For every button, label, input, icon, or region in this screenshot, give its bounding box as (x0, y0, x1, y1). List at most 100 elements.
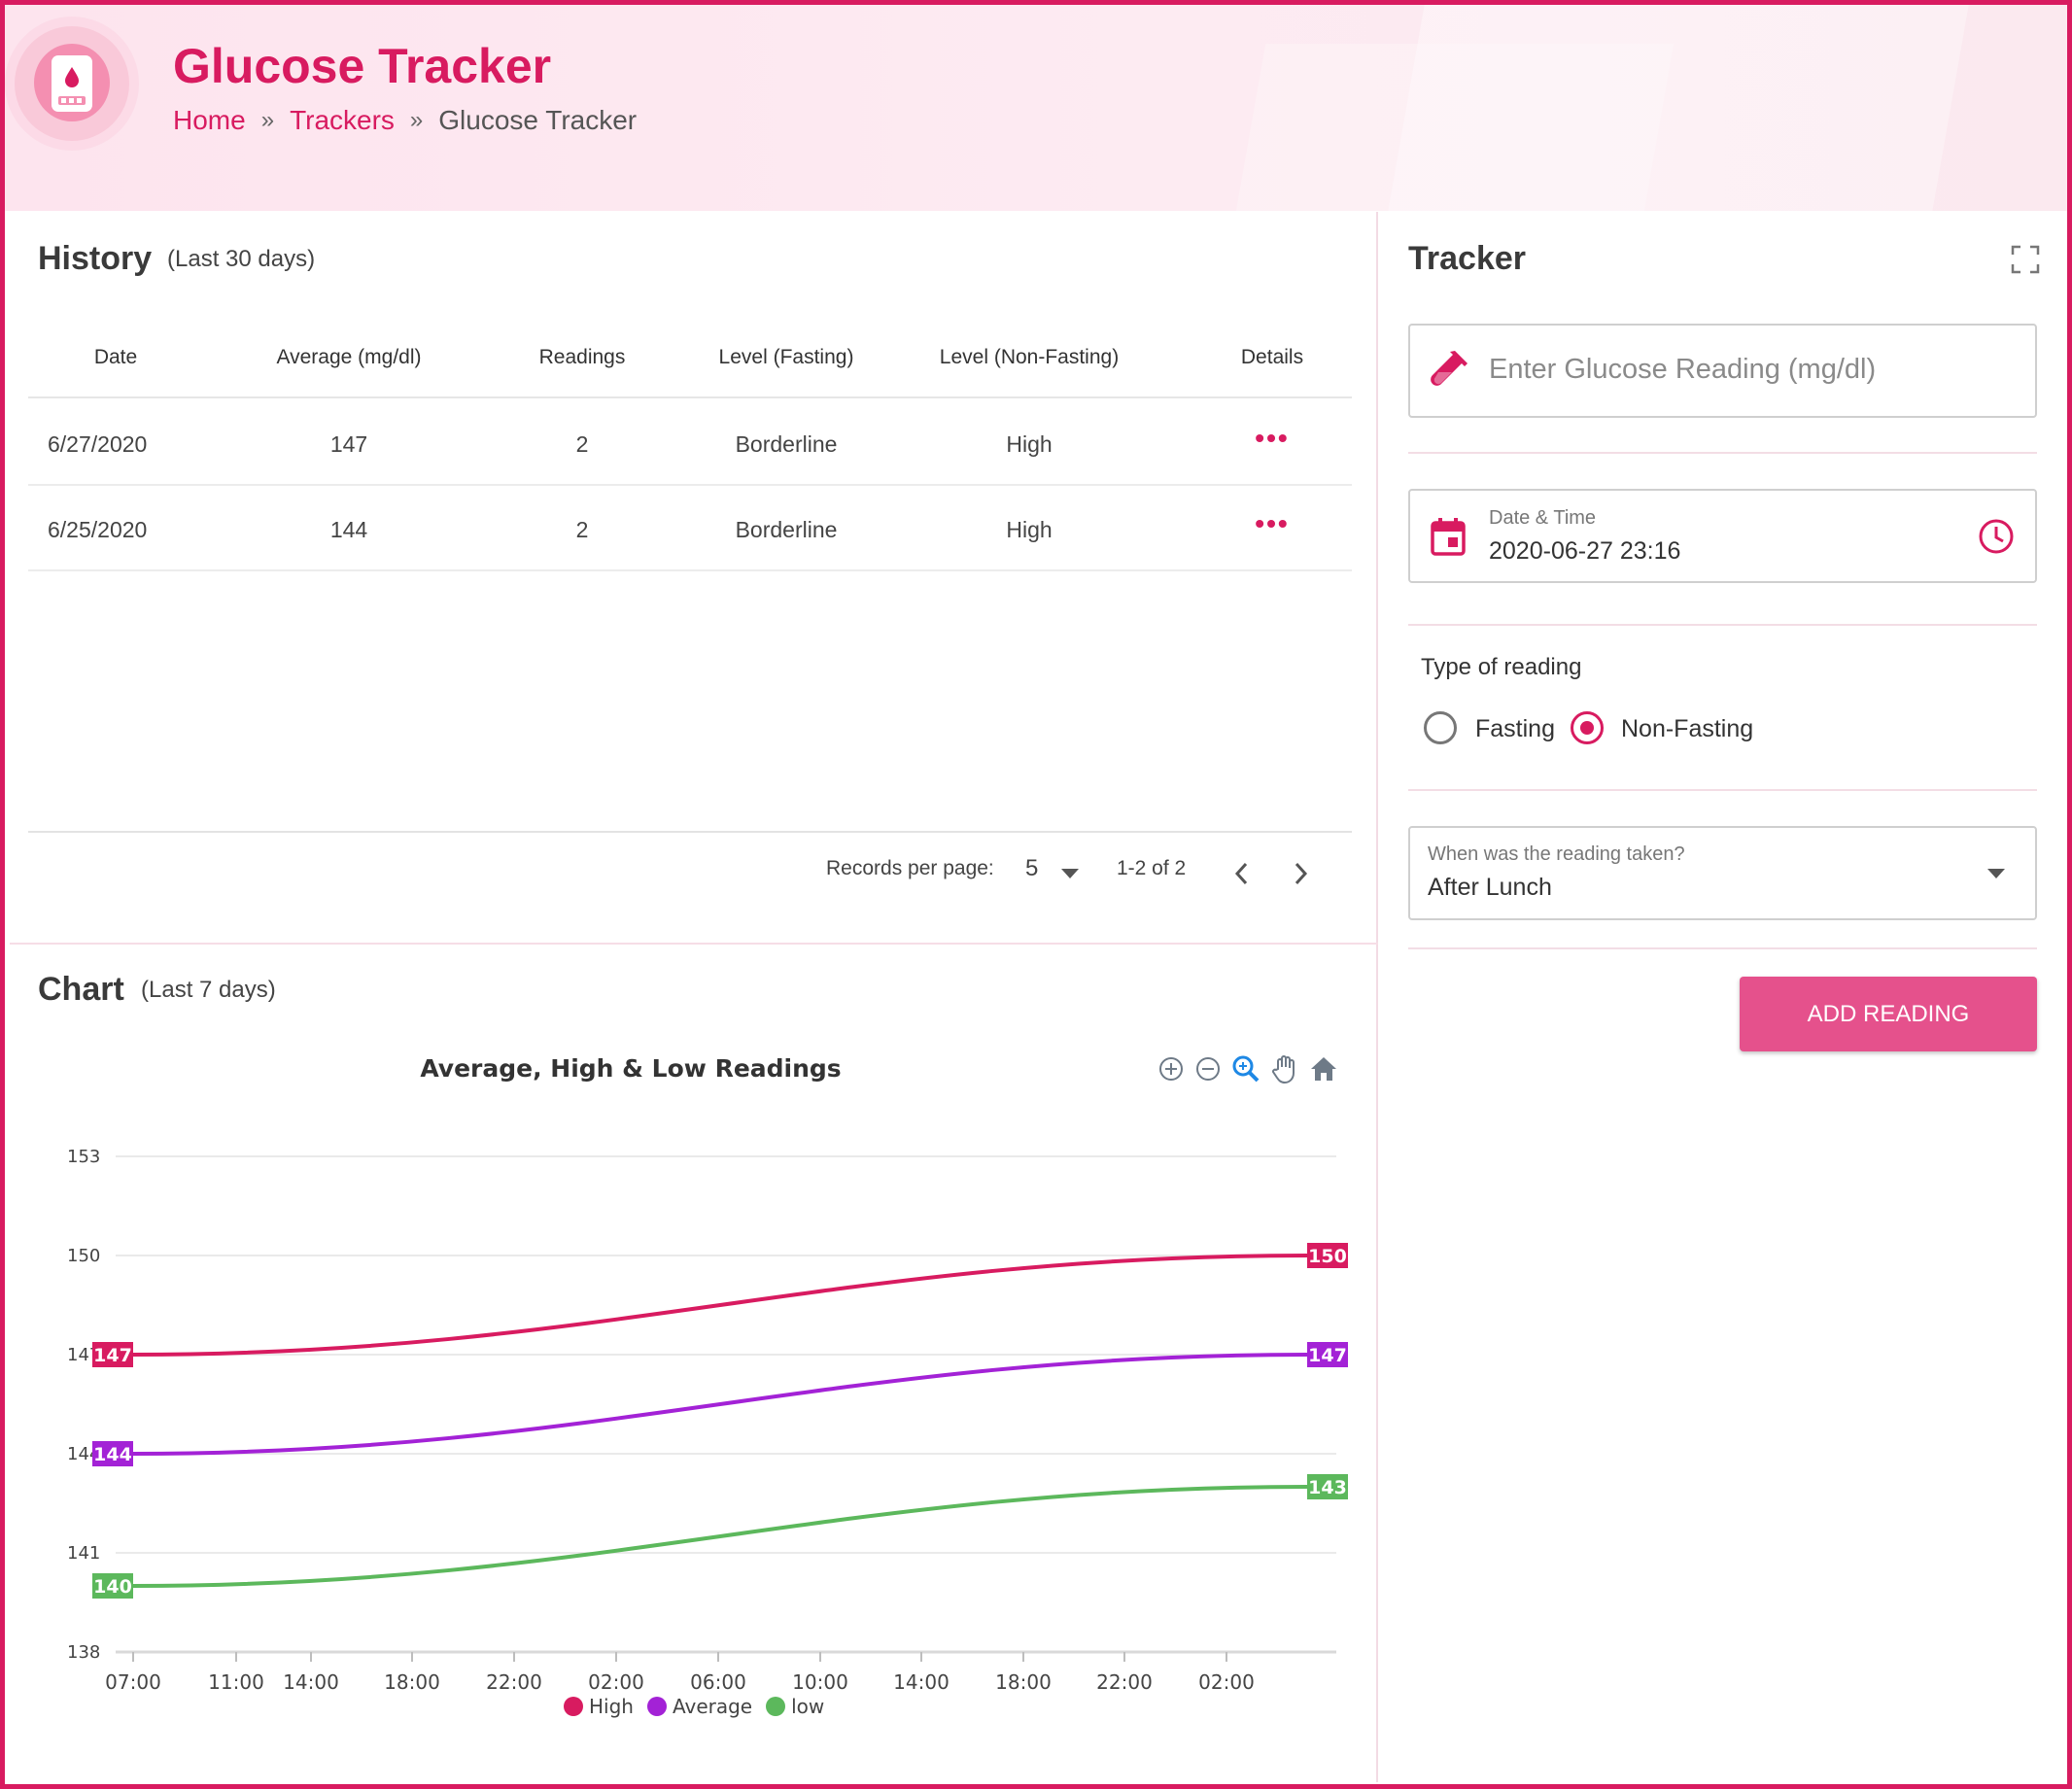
details-more-icon[interactable]: ••• (1255, 508, 1290, 538)
clock-icon[interactable] (1977, 517, 2016, 561)
column-header-level-fasting[interactable]: Level (Fasting) (718, 346, 854, 368)
legend-label: low (791, 1695, 825, 1718)
radio-fasting[interactable] (1424, 711, 1457, 744)
table-header-row: Date Average (mg/dl) Readings Level (Fas… (28, 321, 1352, 398)
x-tick-label: 06:00 (690, 1670, 746, 1694)
cell-level-non-fasting: High (1006, 431, 1053, 457)
cell-date: 6/25/2020 (48, 517, 148, 542)
radio-non-fasting[interactable] (1571, 711, 1604, 744)
chart-section-subtitle: (Last 7 days) (141, 977, 276, 1003)
date-time-picker[interactable] (1408, 489, 2037, 583)
reading-time-label: When was the reading taken? (1428, 843, 1685, 865)
data-label: 147 (1308, 1345, 1347, 1366)
data-label-box (1307, 1474, 1348, 1499)
data-label-box (1307, 1243, 1348, 1268)
glucose-reading-placeholder: Enter Glucose Reading (mg/dl) (1489, 354, 1877, 385)
legend-marker (564, 1697, 583, 1716)
cell-level-fasting: Borderline (735, 517, 838, 542)
breadcrumb-home-link[interactable]: Home (173, 105, 246, 135)
breadcrumb-trackers-link[interactable]: Trackers (290, 105, 395, 135)
legend-marker (646, 1697, 667, 1716)
history-title: History (38, 240, 153, 277)
breadcrumb-current: Glucose Tracker (438, 105, 638, 135)
cell-average: 147 (329, 431, 368, 457)
legend-item-low[interactable]: low (766, 1695, 824, 1718)
add-reading-button[interactable]: ADD READING (1740, 977, 2037, 1051)
y-tick-label: 138 (67, 1642, 100, 1663)
page-title: Glucose Tracker (173, 39, 552, 93)
table-row: 6/25/2020 144 2 Borderline High ••• (28, 486, 1352, 571)
zoom-out-icon[interactable] (1193, 1054, 1223, 1088)
x-tick-label: 02:00 (588, 1670, 644, 1694)
type-of-reading-label: Type of reading (1421, 654, 1582, 680)
records-per-page-label: Records per page: (826, 857, 994, 879)
details-more-icon[interactable]: ••• (1255, 423, 1290, 453)
y-tick-label: 144 (67, 1444, 100, 1464)
x-tick-label: 18:00 (384, 1670, 440, 1694)
glucose-meter-logo-icon (15, 26, 129, 141)
page-header: Glucose Tracker Home » Trackers » Glucos… (5, 5, 2067, 211)
x-tick-label: 22:00 (486, 1670, 542, 1694)
cell-readings: 2 (575, 431, 589, 457)
data-label-box (1307, 1342, 1348, 1367)
column-header-readings[interactable]: Readings (538, 346, 626, 368)
data-label: 144 (93, 1444, 132, 1465)
radio-fasting-label[interactable]: Fasting (1475, 715, 1555, 742)
divider (1408, 452, 2037, 454)
legend-item-high[interactable]: High (564, 1695, 634, 1718)
y-tick-label: 150 (67, 1246, 100, 1266)
records-per-page-select[interactable]: 5 (1025, 855, 1039, 881)
zoom-in-icon[interactable] (1157, 1054, 1186, 1088)
x-tick-label: 14:00 (893, 1670, 950, 1694)
y-tick-label: 153 (67, 1147, 100, 1167)
radio-non-fasting-label[interactable]: Non-Fasting (1621, 715, 1754, 742)
data-label: 140 (93, 1576, 132, 1598)
x-tick-label: 10:00 (792, 1670, 848, 1694)
legend-label: Average (672, 1695, 753, 1718)
tracker-title: Tracker (1408, 240, 1526, 277)
selection-zoom-icon[interactable] (1230, 1053, 1261, 1089)
prev-page-icon[interactable] (1230, 859, 1254, 893)
data-label-box (92, 1441, 133, 1466)
reset-zoom-home-icon[interactable] (1308, 1053, 1339, 1089)
cell-date: 6/27/2020 (48, 431, 148, 457)
x-tick-label: 11:00 (208, 1670, 264, 1694)
date-time-value: 2020-06-27 23:16 (1489, 537, 1681, 565)
reading-time-select[interactable] (1408, 826, 2037, 920)
next-page-icon[interactable] (1289, 859, 1312, 893)
chart-section-title: Chart (38, 971, 124, 1008)
x-tick-label: 07:00 (105, 1670, 161, 1694)
cell-level-non-fasting: High (1006, 517, 1053, 542)
chart-title: Average, High & Low Readings (420, 1054, 842, 1083)
breadcrumb-separator-icon: » (409, 107, 424, 133)
header-decoration (1235, 44, 1675, 211)
glucose-reading-input[interactable] (1408, 324, 2037, 418)
series-line-high (132, 1254, 1308, 1357)
x-tick-label: 14:00 (283, 1670, 339, 1694)
calendar-icon[interactable] (1431, 517, 1466, 561)
fullscreen-icon[interactable] (2011, 245, 2040, 279)
divider (1408, 789, 2037, 791)
section-divider (10, 943, 1378, 945)
column-header-average[interactable]: Average (mg/dl) (276, 346, 422, 368)
date-time-label: Date & Time (1489, 507, 1597, 529)
history-chart-panel (10, 212, 1378, 1782)
series-line-average (132, 1353, 1308, 1456)
column-header-level-non-fasting[interactable]: Level (Non-Fasting) (939, 346, 1120, 368)
chevron-down-icon[interactable] (1987, 869, 2005, 878)
test-tube-icon (1426, 348, 1470, 397)
y-tick-label: 147 (67, 1345, 100, 1365)
chart-toolbar (1157, 1053, 1339, 1089)
line-chart: 138 141 144 147 150 153 07:00 11:00 14:00 18:00 22… (67, 1147, 1348, 1694)
series-line-low (132, 1485, 1308, 1588)
chevron-down-icon[interactable] (1061, 869, 1079, 878)
x-tick-label: 02:00 (1198, 1670, 1255, 1694)
breadcrumb-separator-icon: » (260, 107, 275, 133)
legend-item-average[interactable]: Average (646, 1695, 753, 1718)
chart-legend: High Average low (564, 1695, 824, 1718)
cell-readings: 2 (575, 517, 589, 542)
pan-hand-icon[interactable] (1269, 1053, 1300, 1089)
column-header-date[interactable]: Date (93, 346, 138, 368)
data-label: 150 (1308, 1246, 1347, 1267)
